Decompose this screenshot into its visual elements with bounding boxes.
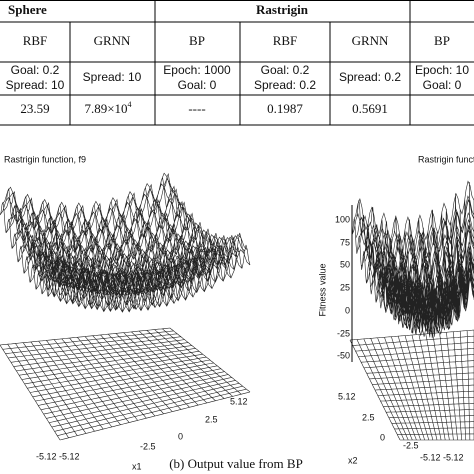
axis-label: -2.5 [403, 440, 419, 450]
parameter: Epoch: 10 [415, 63, 469, 77]
result-base: 7.89×10 [84, 101, 127, 116]
axis-label: -2.5 [140, 441, 156, 451]
axis-label: 5.12 [230, 396, 248, 406]
result: 0.1987 [267, 101, 303, 116]
axis-title: x1 [132, 461, 142, 471]
z-tick-label: -50 [337, 350, 350, 360]
method: BP [189, 33, 205, 48]
z-axis-title: Fitness value [317, 263, 327, 316]
figure-title: Rastrigin function [418, 154, 474, 164]
z-tick-label: 50 [340, 259, 350, 269]
z-tick-label: -25 [337, 328, 350, 338]
axis-label: 5.12 [338, 391, 356, 401]
parameter: Spread: 0.2 [339, 70, 401, 84]
parameter: Goal: 0.2 [261, 63, 310, 77]
result-exponent: 4 [128, 100, 132, 109]
parameter: Goal: 0.2 [11, 63, 60, 77]
surface-mesh [349, 329, 474, 441]
surface-mesh [0, 327, 251, 441]
figures: Rastrigin function, f9 5.12 2.5 0 -2.5 -… [0, 154, 474, 471]
figure-caption: (b) Output value from BP [169, 456, 303, 471]
surface-mesh [0, 172, 251, 313]
result: ---- [188, 101, 205, 116]
axis-title: x2 [348, 455, 358, 465]
result: 23.59 [20, 101, 49, 116]
axis-label: 0 [380, 432, 385, 442]
method: GRNN [352, 33, 389, 48]
z-tick-label: 25 [340, 282, 350, 292]
method: GRNN [94, 33, 131, 48]
parameter: Epoch: 1000 [163, 63, 231, 77]
axis-label: 0 [178, 431, 183, 441]
method: BP [434, 33, 450, 48]
figure-title: Rastrigin function, f9 [4, 154, 86, 164]
axis-label: 2.5 [362, 412, 375, 422]
table-header: Rastrigin [256, 2, 309, 17]
parameter: Spread: 10 [83, 70, 142, 84]
method: RBF [23, 33, 48, 48]
axis-label: -5.12 -5.12 [36, 451, 80, 461]
method: RBF [273, 33, 298, 48]
parameter: Spread: 0.2 [254, 78, 316, 92]
surface-mesh [351, 180, 474, 339]
parameter: Goal: 0 [178, 78, 217, 92]
z-tick-label: 100 [335, 214, 350, 224]
parameter: Spread: 10 [6, 78, 65, 92]
result: 0.5691 [352, 101, 388, 116]
axis-label: -5.12 -5.12 [420, 452, 464, 462]
parameter: Goal: 0 [423, 78, 462, 92]
result: 7.89×104 [84, 100, 131, 116]
z-tick-label: 0 [345, 305, 350, 315]
z-tick-label: 75 [340, 237, 350, 247]
axis-label: 2.5 [205, 414, 218, 424]
table: Sphere Rastrigin [0, 0, 474, 126]
table-header: Sphere [8, 2, 47, 17]
